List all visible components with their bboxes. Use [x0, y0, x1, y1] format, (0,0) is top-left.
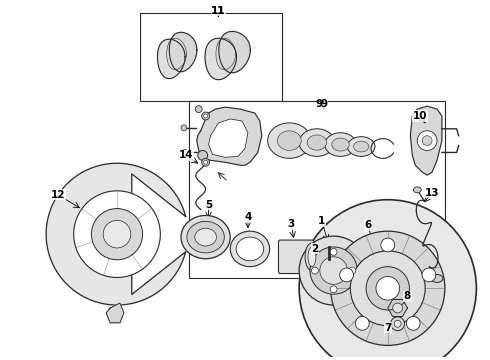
Circle shape [376, 276, 399, 300]
Circle shape [299, 200, 476, 360]
Circle shape [330, 286, 337, 293]
Ellipse shape [195, 228, 217, 246]
Text: 11: 11 [211, 6, 226, 15]
Ellipse shape [277, 131, 301, 150]
Ellipse shape [414, 187, 421, 193]
Circle shape [204, 114, 208, 118]
Ellipse shape [268, 123, 311, 158]
Circle shape [320, 257, 347, 284]
Circle shape [202, 158, 210, 166]
Ellipse shape [299, 129, 335, 156]
Ellipse shape [332, 138, 349, 151]
Circle shape [196, 106, 202, 113]
Circle shape [312, 267, 318, 274]
Polygon shape [157, 39, 185, 78]
Ellipse shape [236, 237, 264, 261]
Text: 6: 6 [365, 220, 372, 230]
Text: 4: 4 [245, 212, 252, 222]
Circle shape [355, 316, 369, 330]
Ellipse shape [307, 135, 327, 150]
Polygon shape [205, 38, 237, 80]
Text: 14: 14 [179, 150, 193, 161]
Circle shape [182, 149, 188, 156]
Text: 13: 13 [425, 188, 440, 198]
Ellipse shape [181, 215, 230, 259]
Ellipse shape [354, 141, 369, 152]
Bar [140, 13, 282, 101]
Circle shape [181, 125, 187, 131]
Text: 12: 12 [50, 190, 65, 200]
Circle shape [202, 112, 210, 120]
Ellipse shape [187, 221, 224, 253]
Text: 10: 10 [413, 111, 427, 121]
Bar [189, 101, 445, 278]
Circle shape [310, 247, 357, 294]
Circle shape [198, 150, 208, 160]
Text: 7: 7 [384, 323, 392, 333]
Circle shape [366, 267, 410, 310]
Text: 11: 11 [211, 6, 226, 15]
Polygon shape [46, 163, 186, 305]
Circle shape [299, 236, 368, 305]
Text: 5: 5 [205, 199, 212, 210]
Ellipse shape [431, 275, 443, 282]
Circle shape [406, 316, 420, 330]
Ellipse shape [305, 243, 319, 271]
Circle shape [349, 267, 356, 274]
Polygon shape [411, 106, 442, 175]
Text: 9: 9 [320, 99, 327, 109]
Circle shape [422, 268, 436, 282]
Circle shape [74, 191, 160, 278]
Circle shape [391, 317, 405, 330]
Polygon shape [209, 119, 248, 157]
Text: 8: 8 [404, 291, 411, 301]
FancyBboxPatch shape [278, 240, 314, 274]
Circle shape [103, 220, 131, 248]
Circle shape [204, 160, 208, 164]
Circle shape [92, 208, 143, 260]
Circle shape [422, 136, 432, 145]
Ellipse shape [347, 137, 375, 156]
Text: 2: 2 [311, 244, 318, 254]
Text: 1: 1 [318, 216, 325, 226]
Circle shape [381, 238, 394, 252]
Text: 3: 3 [288, 219, 295, 229]
Circle shape [394, 320, 401, 327]
Polygon shape [388, 300, 408, 316]
Ellipse shape [308, 247, 316, 267]
Ellipse shape [230, 231, 270, 267]
Polygon shape [106, 303, 124, 323]
Text: 9: 9 [315, 99, 322, 109]
Polygon shape [219, 31, 250, 73]
Circle shape [330, 248, 337, 255]
Circle shape [350, 251, 425, 326]
Circle shape [331, 231, 445, 345]
Ellipse shape [325, 133, 356, 156]
Circle shape [417, 131, 437, 150]
Circle shape [340, 268, 353, 282]
Circle shape [392, 303, 402, 313]
Polygon shape [170, 32, 197, 72]
Polygon shape [197, 107, 262, 165]
